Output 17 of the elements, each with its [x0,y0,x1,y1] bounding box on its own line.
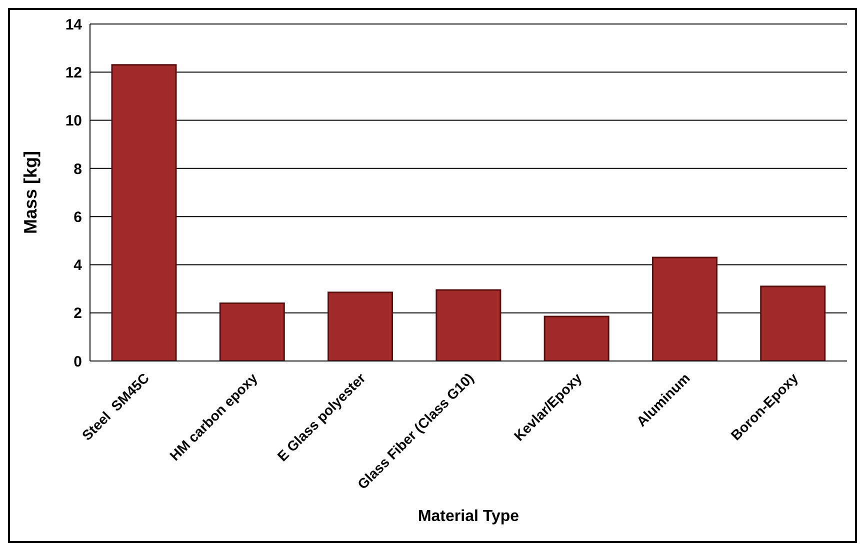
bar [328,292,394,361]
y-tick-label: 14 [65,16,83,34]
bar [760,286,826,361]
y-tick-label: 10 [65,112,82,130]
y-tick-label: 2 [74,305,82,322]
y-tick-label: 12 [65,64,82,82]
x-axis-title: Material Type [418,508,520,525]
y-tick-label: 6 [74,208,82,226]
bar [544,316,610,361]
bar [652,256,718,361]
bar [219,302,285,361]
bar [436,289,502,361]
y-tick-label: 4 [74,257,83,274]
bar [111,64,177,361]
y-tick-label: 0 [74,353,82,370]
y-axis-title: Mass [kg] [20,150,40,234]
y-tick-label: 8 [74,160,82,178]
